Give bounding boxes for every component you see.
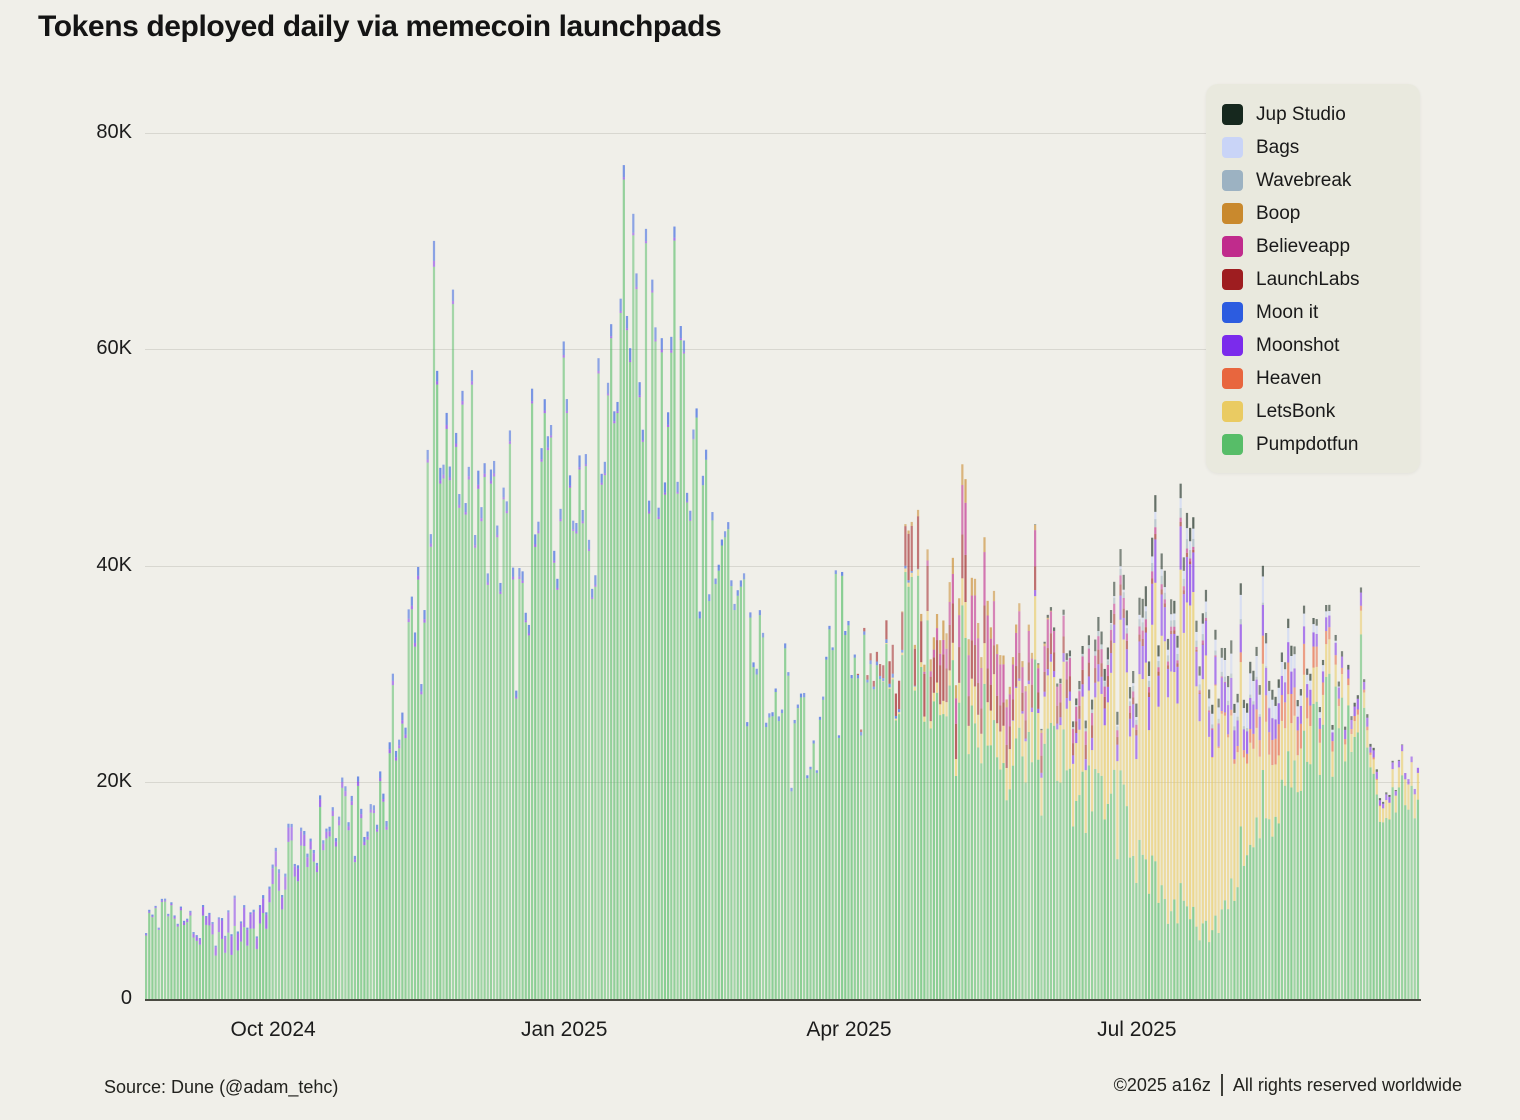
gridline-60k [145, 349, 1420, 351]
legend-item-letsbonk: LetsBonk [1222, 395, 1420, 428]
x-tick-label-jul-2025: Jul 2025 [1097, 1018, 1177, 1041]
legend-label-wavebreak: Wavebreak [1256, 169, 1352, 191]
legend-item-heaven: Heaven [1222, 362, 1420, 395]
copyright-notice: ©2025 a16z All rights reserved worldwide [1114, 1074, 1462, 1096]
legend-label-pumpdotfun: Pumpdotfun [1256, 433, 1359, 455]
copyright-text: ©2025 a16z [1113, 1074, 1211, 1095]
legend: Jup Studio Bags Wavebreak Boop Believeap… [1206, 84, 1420, 473]
y-tick-label-40k: 40K [96, 553, 132, 576]
x-axis-baseline [145, 999, 1421, 1001]
gridline-40k [145, 565, 1420, 567]
legend-swatch-pumpdotfun [1222, 434, 1243, 455]
x-tick-label-oct-2024: Oct 2024 [230, 1018, 316, 1041]
y-tick-label-80k: 80K [96, 120, 132, 143]
legend-item-moon-it: Moon it [1222, 296, 1420, 329]
legend-item-launchlabs: LaunchLabs [1222, 263, 1420, 296]
legend-item-bags: Bags [1222, 131, 1420, 164]
legend-item-pumpdotfun: Pumpdotfun [1222, 428, 1420, 461]
legend-label-moonshot: Moonshot [1256, 334, 1340, 356]
gridline-80k [145, 132, 1420, 134]
legend-swatch-letsbonk [1222, 401, 1243, 422]
y-tick-label-20k: 20K [96, 770, 132, 793]
legend-label-believeapp: Believeapp [1256, 235, 1351, 257]
legend-swatch-wavebreak [1222, 170, 1243, 191]
chart-title: Tokens deployed daily via memecoin launc… [38, 10, 722, 43]
legend-swatch-boop [1222, 203, 1243, 224]
legend-swatch-launchlabs [1222, 269, 1243, 290]
y-tick-label-60k: 60K [96, 337, 132, 360]
divider [1220, 1074, 1223, 1096]
x-tick-label-jan-2025: Jan 2025 [520, 1018, 608, 1041]
legend-swatch-moon-it [1222, 302, 1243, 323]
legend-label-moon-it: Moon it [1256, 301, 1319, 323]
legend-swatch-believeapp [1222, 236, 1243, 257]
legend-swatch-moonshot [1222, 335, 1243, 356]
legend-label-jup-studio: Jup Studio [1256, 103, 1346, 125]
legend-item-moonshot: Moonshot [1222, 329, 1420, 362]
legend-item-wavebreak: Wavebreak [1222, 164, 1420, 197]
legend-label-boop: Boop [1256, 202, 1301, 224]
legend-swatch-jup-studio [1222, 104, 1243, 125]
legend-item-believeapp: Believeapp [1222, 230, 1420, 263]
rights-text: All rights reserved worldwide [1232, 1074, 1462, 1095]
legend-swatch-bags [1222, 137, 1243, 158]
legend-swatch-heaven [1222, 368, 1243, 389]
x-tick-label-apr-2025: Apr 2025 [806, 1018, 892, 1041]
legend-label-bags: Bags [1256, 136, 1300, 158]
legend-label-launchlabs: LaunchLabs [1256, 268, 1360, 290]
legend-item-boop: Boop [1222, 197, 1420, 230]
y-tick-label-0: 0 [120, 987, 132, 1009]
legend-label-letsbonk: LetsBonk [1256, 400, 1336, 422]
legend-item-jup-studio: Jup Studio [1222, 98, 1420, 131]
legend-label-heaven: Heaven [1256, 367, 1322, 389]
source-attribution: Source: Dune (@adam_tehc) [104, 1077, 339, 1097]
